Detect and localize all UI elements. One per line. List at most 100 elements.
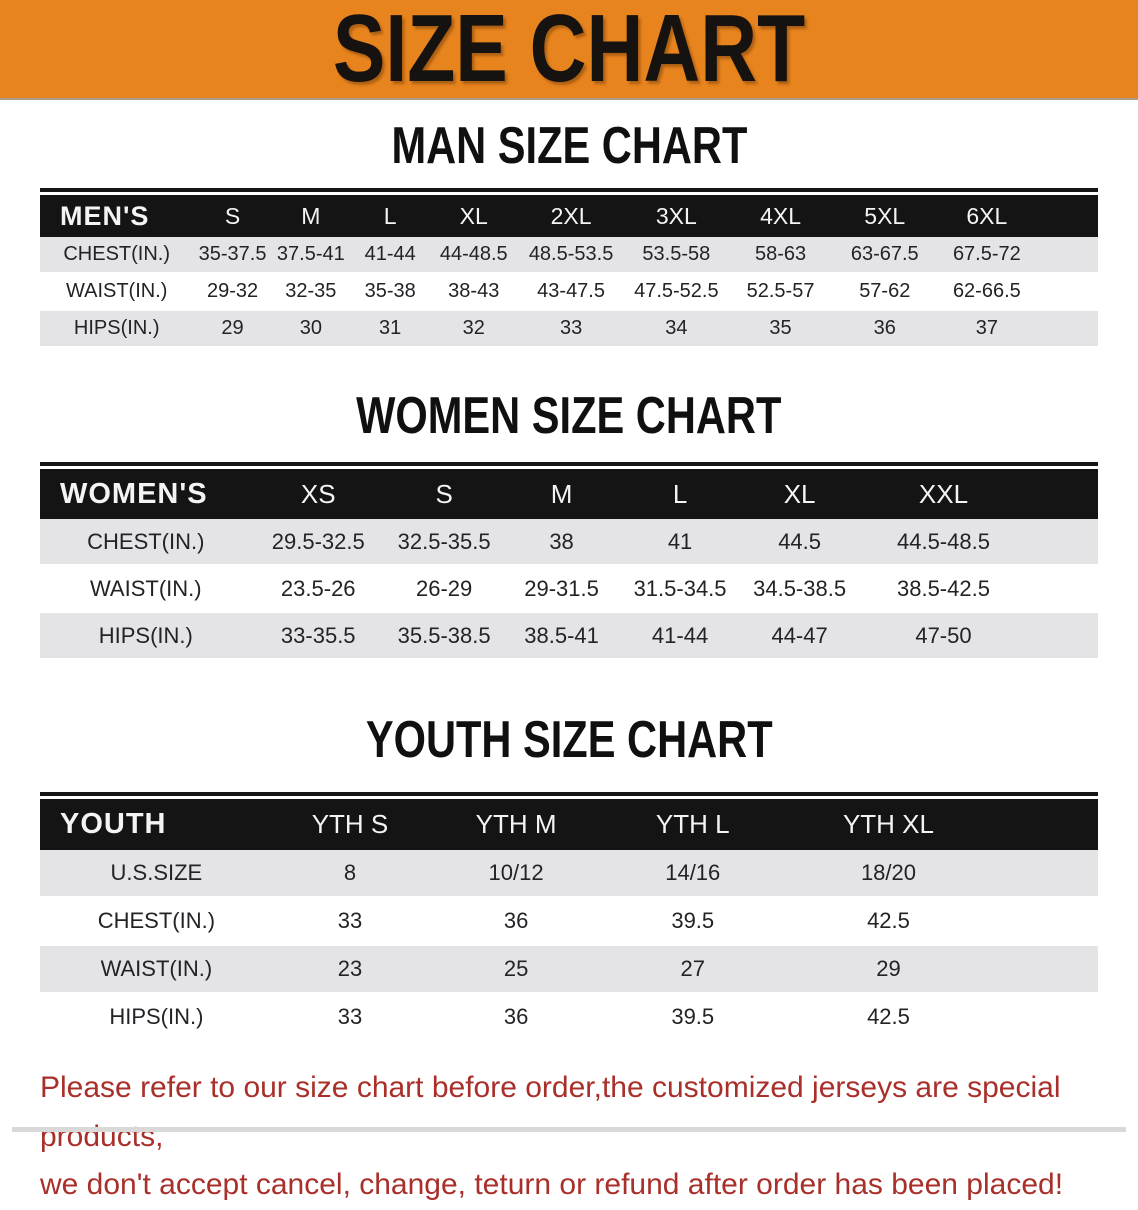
men-size-col-5xl: 5XL <box>833 195 937 237</box>
value-cell: 36 <box>427 897 605 946</box>
value-cell: 33 <box>517 310 626 348</box>
youth-size-col-s: YTH S <box>272 799 428 850</box>
value-cell: 41-44 <box>619 612 741 660</box>
value-cell: 44-48.5 <box>430 237 518 274</box>
value-cell: 41-44 <box>349 237 431 274</box>
men-heading-text: MAN SIZE CHART <box>391 117 747 175</box>
value-cell: 42.5 <box>780 993 997 1042</box>
value-cell: 37 <box>936 310 1038 348</box>
youth-row-ussize: U.S.SIZE 8 10/12 14/16 18/20 <box>40 850 1098 898</box>
row-label: CHEST(IN.) <box>40 237 194 274</box>
youth-row-hips: HIPS(IN.) 33 36 39.5 42.5 <box>40 993 1098 1042</box>
value-cell: 37.5-41 <box>271 237 350 274</box>
value-cell: 42.5 <box>780 897 997 946</box>
value-cell: 38-43 <box>430 273 518 311</box>
men-size-col-6xl: 6XL <box>936 195 1038 237</box>
value-cell: 29 <box>193 310 272 348</box>
spacer-cell <box>996 993 1098 1042</box>
spacer-cell <box>1028 519 1098 566</box>
value-cell: 25 <box>427 945 605 994</box>
men-size-table: MEN'S S M L XL 2XL 3XL 4XL 5XL 6XL CHEST… <box>40 195 1098 348</box>
youth-table-title: YOUTH <box>40 799 273 850</box>
value-cell: 27 <box>604 945 781 994</box>
bottom-edge-strip <box>12 1127 1126 1132</box>
men-size-col-l: L <box>349 195 431 237</box>
youth-size-col-l: YTH L <box>604 799 781 850</box>
men-section-heading: MAN SIZE CHART <box>0 120 1138 172</box>
value-cell: 30 <box>271 310 350 348</box>
value-cell: 38.5-42.5 <box>858 565 1029 613</box>
spacer-cell <box>996 799 1098 850</box>
value-cell: 36 <box>427 993 605 1042</box>
men-table-top-rule <box>40 188 1098 192</box>
disclaimer-line-1: Please refer to our size chart before or… <box>40 1071 1061 1153</box>
value-cell: 36 <box>833 310 937 348</box>
value-cell: 18/20 <box>780 850 997 898</box>
women-section-heading: WOMEN SIZE CHART <box>0 390 1138 442</box>
value-cell: 29 <box>780 945 997 994</box>
value-cell: 47-50 <box>858 612 1029 660</box>
women-size-table: WOMEN'S XS S M L XL XXL CHEST(IN.) 29.5-… <box>40 469 1098 660</box>
value-cell: 41 <box>619 519 741 566</box>
women-size-col-xs: XS <box>251 469 385 519</box>
value-cell: 35.5-38.5 <box>384 612 504 660</box>
women-table-top-rule <box>40 462 1098 466</box>
men-size-col-2xl: 2XL <box>517 195 626 237</box>
value-cell: 35 <box>727 310 834 348</box>
disclaimer-line-2: we don't accept cancel, change, teturn o… <box>40 1168 1064 1202</box>
value-cell: 23 <box>272 945 428 994</box>
youth-row-waist: WAIST(IN.) 23 25 27 29 <box>40 945 1098 994</box>
spacer-cell <box>1037 237 1098 274</box>
value-cell: 63-67.5 <box>833 237 937 274</box>
value-cell: 8 <box>272 850 428 898</box>
row-label: CHEST(IN.) <box>40 897 273 946</box>
value-cell: 67.5-72 <box>936 237 1038 274</box>
spacer-cell <box>996 850 1098 898</box>
women-size-col-l: L <box>619 469 741 519</box>
value-cell: 38.5-41 <box>503 612 620 660</box>
value-cell: 34.5-38.5 <box>740 565 859 613</box>
value-cell: 29-31.5 <box>503 565 620 613</box>
value-cell: 43-47.5 <box>517 273 626 311</box>
value-cell: 62-66.5 <box>936 273 1038 311</box>
value-cell: 32 <box>430 310 518 348</box>
women-size-col-m: M <box>503 469 620 519</box>
youth-table-top-rule <box>40 792 1098 796</box>
value-cell: 39.5 <box>604 993 781 1042</box>
value-cell: 35-37.5 <box>193 237 272 274</box>
spacer-cell <box>1037 310 1098 348</box>
men-size-col-m: M <box>271 195 350 237</box>
spacer-cell <box>1028 565 1098 613</box>
row-label: HIPS(IN.) <box>40 612 252 660</box>
value-cell: 31.5-34.5 <box>619 565 741 613</box>
row-label: U.S.SIZE <box>40 850 273 898</box>
women-table-title: WOMEN'S <box>40 469 252 519</box>
youth-header-row: YOUTH YTH S YTH M YTH L YTH XL <box>40 799 1098 850</box>
youth-heading-text: YOUTH SIZE CHART <box>365 711 773 769</box>
value-cell: 47.5-52.5 <box>625 273 728 311</box>
value-cell: 57-62 <box>833 273 937 311</box>
value-cell: 53.5-58 <box>625 237 728 274</box>
size-chart-banner: SIZE CHART <box>0 0 1138 100</box>
value-cell: 14/16 <box>604 850 781 898</box>
value-cell: 29-32 <box>193 273 272 311</box>
spacer-cell <box>1037 273 1098 311</box>
value-cell: 32-35 <box>271 273 350 311</box>
youth-section-heading: YOUTH SIZE CHART <box>0 714 1138 766</box>
women-row-chest: CHEST(IN.) 29.5-32.5 32.5-35.5 38 41 44.… <box>40 519 1098 566</box>
men-row-hips: HIPS(IN.) 29 30 31 32 33 34 35 36 37 <box>40 310 1098 348</box>
spacer-cell <box>1028 469 1098 519</box>
spacer-cell <box>1028 612 1098 660</box>
women-row-hips: HIPS(IN.) 33-35.5 35.5-38.5 38.5-41 41-4… <box>40 612 1098 660</box>
women-header-row: WOMEN'S XS S M L XL XXL <box>40 469 1098 519</box>
value-cell: 26-29 <box>384 565 504 613</box>
row-label: WAIST(IN.) <box>40 945 273 994</box>
row-label: WAIST(IN.) <box>40 273 194 311</box>
women-size-col-xxl: XXL <box>858 469 1029 519</box>
value-cell: 35-38 <box>349 273 431 311</box>
women-size-col-xl: XL <box>740 469 859 519</box>
women-size-col-s: S <box>384 469 504 519</box>
value-cell: 48.5-53.5 <box>517 237 626 274</box>
women-row-waist: WAIST(IN.) 23.5-26 26-29 29-31.5 31.5-34… <box>40 565 1098 613</box>
value-cell: 44.5 <box>740 519 859 566</box>
